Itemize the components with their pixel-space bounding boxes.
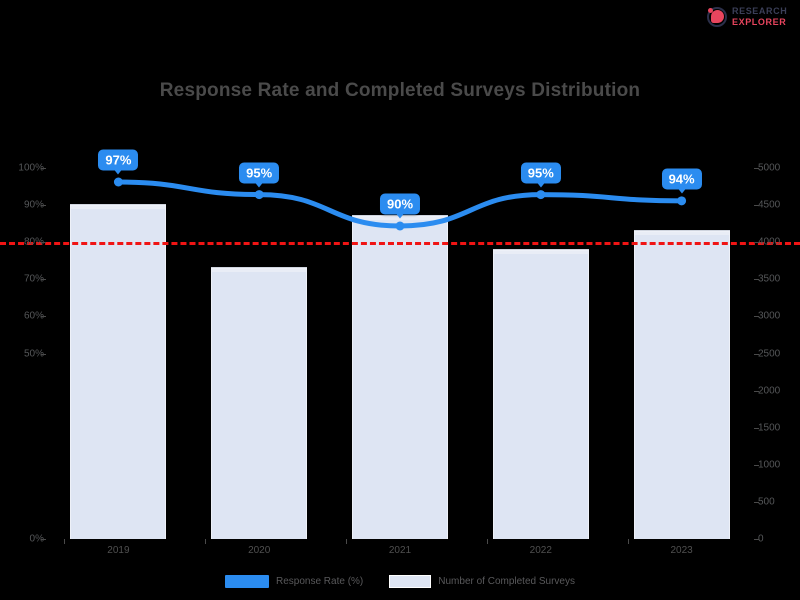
right-y-axis-tickmark — [754, 242, 759, 244]
right-y-axis-tick-500: 500 — [758, 496, 775, 508]
right-y-axis-tickmark — [754, 205, 759, 207]
x-axis-tick-2019: 2019 — [107, 545, 130, 556]
x-axis-tickmark — [486, 539, 488, 544]
flower-circle-logo-icon — [706, 6, 728, 28]
chart-legend: Response Rate (%) Number of Completed Sur… — [0, 575, 800, 588]
left-y-axis-tickmark — [41, 353, 46, 355]
right-y-axis-tick-3500: 3500 — [758, 273, 781, 285]
x-axis-tick-2020: 2020 — [248, 545, 271, 556]
right-y-axis-tick-1000: 1000 — [758, 459, 781, 471]
right-y-axis-tickmark — [754, 316, 759, 318]
brand-logo-text: RESEARCH EXPLORER — [732, 7, 787, 27]
target-reference-line — [0, 242, 800, 246]
legend-item-0[interactable]: Response Rate (%) — [225, 575, 363, 588]
x-axis-tickmark — [64, 539, 66, 544]
left-y-axis-tick-0%: 0% — [29, 533, 44, 545]
x-axis-tickmark — [205, 539, 207, 544]
left-y-axis-tickmark — [41, 242, 46, 244]
x-axis-tick-2023: 2023 — [670, 545, 693, 556]
left-y-axis-tick-80%: 80% — [23, 236, 44, 248]
data-label-2021: 90% — [379, 193, 421, 219]
bar-2019 — [70, 205, 167, 539]
right-y-axis-tickmark — [754, 390, 759, 392]
x-axis-tickmark — [627, 539, 629, 544]
legend-label: Number of Completed Surveys — [438, 576, 575, 587]
right-y-axis-tickmark — [754, 279, 759, 281]
bar-cap — [634, 232, 729, 236]
data-label-2019: 97% — [98, 149, 139, 175]
right-y-axis-tickmark — [754, 353, 759, 355]
bar-cap — [212, 269, 307, 273]
right-y-axis-tickmark — [754, 539, 759, 540]
chart-title: Response Rate and Completed Surveys Dist… — [159, 80, 641, 101]
right-y-axis-tickmark — [754, 501, 759, 503]
right-y-axis-tick-2500: 2500 — [758, 348, 781, 359]
bar-cap — [493, 250, 588, 254]
bar-2020 — [211, 268, 308, 539]
left-y-axis-tickmark — [41, 316, 46, 318]
left-y-axis-tickmark — [41, 205, 46, 207]
left-y-axis-tickmark — [41, 279, 46, 281]
left-y-axis-tickmark — [41, 168, 46, 169]
brand-logo: RESEARCH EXPLORER — [706, 4, 792, 30]
x-axis-tickmark — [346, 539, 347, 544]
right-y-axis-tick-0: 0 — [758, 533, 764, 545]
right-y-axis-tickmark — [754, 427, 759, 429]
right-y-axis-tick-5000: 5000 — [758, 162, 781, 174]
brand-logo-line2: EXPLORER — [732, 17, 787, 27]
right-y-axis-tickmark — [754, 464, 759, 466]
legend-swatch-line — [225, 575, 269, 588]
bar-cap — [71, 206, 166, 210]
left-y-axis-tickmark — [41, 539, 46, 540]
bar-2022 — [492, 249, 589, 539]
bar-cap — [353, 217, 447, 221]
left-y-axis-tick-70%: 70% — [23, 273, 44, 285]
plot-area — [0, 168, 800, 539]
line-marker-2019 — [113, 177, 123, 187]
response-rate-line-series — [113, 177, 687, 231]
line-marker-2022 — [536, 190, 546, 200]
left-y-axis-tick-100%: 100% — [18, 162, 44, 174]
line-marker-2023 — [677, 196, 687, 206]
data-label-2023: 94% — [661, 168, 702, 194]
bar-2023 — [633, 231, 730, 539]
brand-logo-line1: RESEARCH — [732, 6, 788, 16]
data-label-2022: 95% — [520, 162, 561, 188]
legend-swatch-bar — [389, 575, 432, 588]
left-y-axis-tick-60%: 60% — [23, 310, 44, 322]
x-axis-tick-2021: 2021 — [388, 545, 412, 556]
right-y-axis-tickmark — [754, 168, 759, 169]
right-y-axis-tick-2000: 2000 — [758, 385, 781, 397]
bar-2021 — [352, 216, 448, 539]
right-y-axis-tick-4000: 4000 — [758, 236, 781, 248]
right-y-axis-tick-4500: 4500 — [758, 199, 781, 211]
right-y-axis-tick-1500: 1500 — [758, 422, 781, 434]
legend-label: Response Rate (%) — [276, 576, 364, 587]
x-axis-tick-2022: 2022 — [529, 545, 552, 556]
right-y-axis-tick-3000: 3000 — [758, 310, 781, 322]
left-y-axis-tick-50%: 50% — [23, 348, 44, 359]
line-marker-2020 — [254, 190, 264, 200]
left-y-axis-tick-90%: 90% — [23, 199, 44, 211]
data-label-2020: 95% — [239, 162, 280, 188]
legend-item-1[interactable]: Number of Completed Surveys — [389, 575, 575, 588]
line-marker-2021 — [395, 221, 405, 231]
plot-inner — [0, 168, 800, 539]
